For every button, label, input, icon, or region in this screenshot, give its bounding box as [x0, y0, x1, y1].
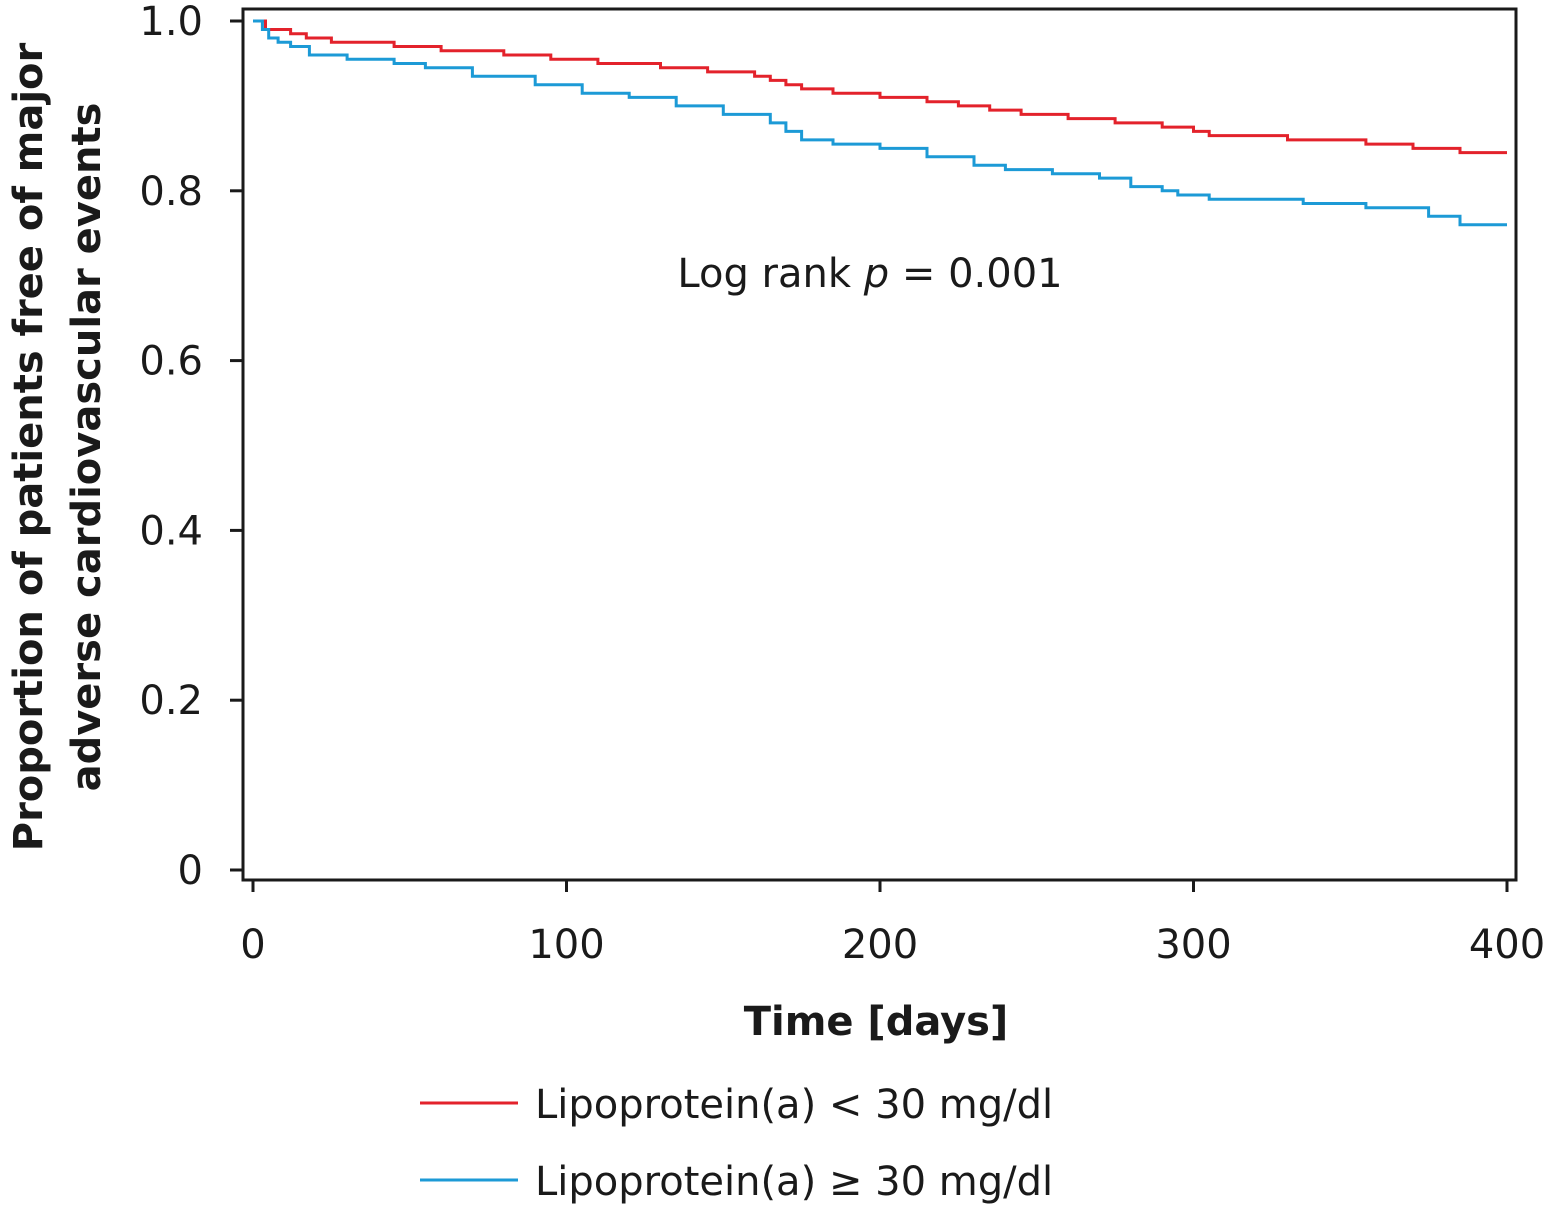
- axes: 0 0.2 0.4 0.6 0.8 1.0 0 100 200 300 400: [139, 0, 1545, 968]
- legend-label-lpa-low: Lipoprotein(a) < 30 mg/dl: [535, 1082, 1053, 1128]
- x-tick-label: 400: [1469, 922, 1545, 968]
- annotation-p: p: [863, 251, 889, 297]
- y-axis-title: Proportion of patients free of major adv…: [6, 42, 110, 851]
- legend-label-lpa-high: Lipoprotein(a) ≥ 30 mg/dl: [535, 1159, 1053, 1205]
- x-tick-label: 100: [528, 922, 604, 968]
- y-tick-label: 0.2: [139, 678, 203, 724]
- y-tick-label: 0.8: [139, 169, 203, 215]
- x-tick-label: 300: [1155, 922, 1231, 968]
- annotation-prefix: Log rank: [677, 251, 863, 297]
- y-tick-label: 0.4: [139, 508, 203, 554]
- x-tick-label: 0: [240, 922, 265, 968]
- annotation-suffix: = 0.001: [889, 251, 1062, 297]
- y-tick-label: 0: [178, 848, 203, 894]
- x-axis-title: Time [days]: [744, 999, 1009, 1045]
- survival-curves: [253, 19, 1507, 227]
- y-tick-label: 0.6: [139, 339, 203, 385]
- x-tick-label: 200: [842, 922, 918, 968]
- y-axis-title-line-2: adverse cardiovascular events: [64, 103, 110, 792]
- y-axis-title-line-1: Proportion of patients free of major: [6, 42, 52, 851]
- legend: Lipoprotein(a) < 30 mg/dl Lipoprotein(a)…: [420, 1082, 1053, 1205]
- series-line-0: [253, 19, 1507, 155]
- log-rank-annotation: Log rank p = 0.001: [677, 251, 1062, 297]
- y-tick-label: 1.0: [139, 0, 203, 45]
- series-line-1: [253, 19, 1507, 227]
